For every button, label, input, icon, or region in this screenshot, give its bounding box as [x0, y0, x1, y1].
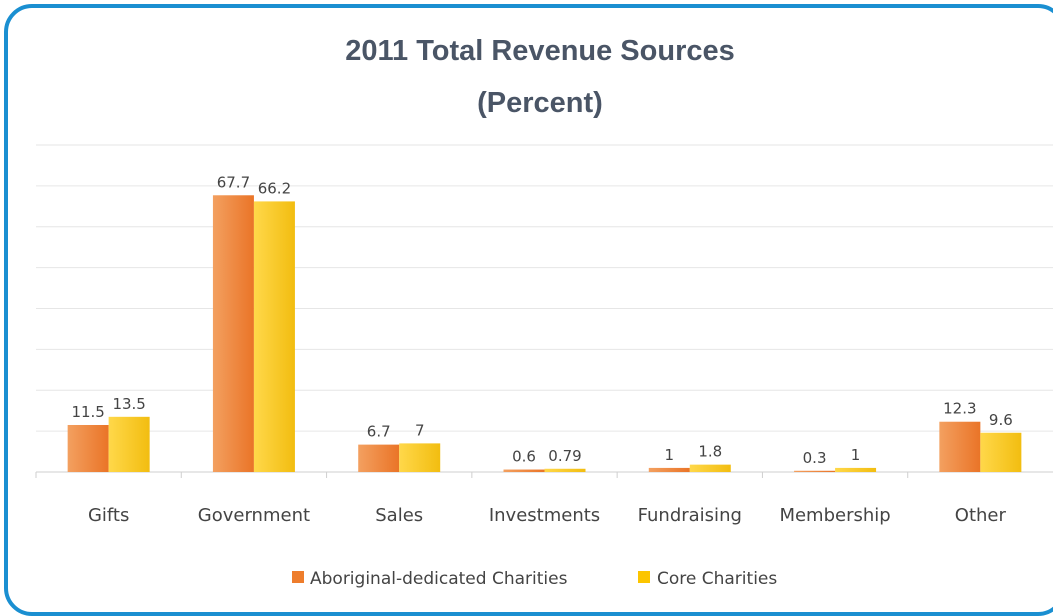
data-label-core-membership: 1: [851, 446, 861, 464]
legend-swatch-core: [638, 571, 650, 583]
data-label-aboriginal-gifts: 11.5: [71, 403, 104, 421]
legend: Aboriginal-dedicated Charities Core Char…: [292, 569, 777, 589]
category-label-sales: Sales: [375, 505, 423, 526]
data-label-core-investments: 0.79: [548, 447, 581, 465]
category-label-investments: Investments: [489, 505, 600, 526]
data-labels: 11.5 13.5 67.7 66.2 6.7 7 0.6 0.79 1 1.8 0.3 1 12.3 9…: [71, 173, 1012, 466]
chart-title: 2011 Total Revenue Sources: [345, 35, 735, 67]
bar-aboriginal-sales: [358, 444, 400, 472]
bars: [67, 195, 1022, 472]
legend-swatch-aboriginal: [292, 571, 304, 583]
bar-core-other: [980, 432, 1022, 472]
data-label-aboriginal-investments: 0.6: [512, 448, 536, 466]
data-label-aboriginal-fundraising: 1: [665, 446, 675, 464]
category-label-gifts: Gifts: [88, 505, 129, 526]
bar-aboriginal-government: [212, 195, 254, 472]
bar-core-fundraising: [689, 464, 731, 472]
bar-core-sales: [399, 443, 441, 472]
bar-core-membership: [835, 467, 877, 472]
data-label-aboriginal-sales: 6.7: [367, 423, 391, 441]
bar-aboriginal-gifts: [67, 424, 109, 472]
bar-aboriginal-investments: [503, 469, 545, 472]
bar-aboriginal-membership: [794, 470, 836, 472]
category-label-other: Other: [955, 505, 1007, 526]
category-label-membership: Membership: [779, 505, 890, 526]
bar-core-investments: [544, 468, 586, 472]
category-labels: Gifts Government Sales Investments Fundraisi…: [88, 505, 1007, 526]
data-label-aboriginal-other: 12.3: [943, 400, 976, 418]
data-label-aboriginal-government: 67.7: [217, 173, 250, 191]
data-label-core-fundraising: 1.8: [698, 443, 722, 461]
bar-core-government: [253, 201, 295, 472]
bar-chart: 2011 Total Revenue Sources (Percent) 11.…: [35, 35, 1053, 589]
chart-subtitle: (Percent): [477, 87, 603, 119]
bar-aboriginal-other: [939, 421, 981, 472]
data-label-core-sales: 7: [415, 421, 425, 439]
category-label-fundraising: Fundraising: [638, 505, 742, 526]
chart-frame: [4, 4, 1053, 616]
data-label-core-gifts: 13.5: [112, 395, 145, 413]
legend-label-aboriginal: Aboriginal-dedicated Charities: [310, 569, 568, 589]
legend-label-core: Core Charities: [657, 569, 777, 589]
gridlines: [35, 144, 1053, 478]
data-label-core-government: 66.2: [258, 179, 291, 197]
category-label-government: Government: [198, 505, 310, 526]
bar-aboriginal-fundraising: [648, 467, 690, 472]
data-label-core-other: 9.6: [989, 411, 1013, 429]
bar-core-gifts: [108, 416, 150, 472]
data-label-aboriginal-membership: 0.3: [803, 449, 827, 467]
